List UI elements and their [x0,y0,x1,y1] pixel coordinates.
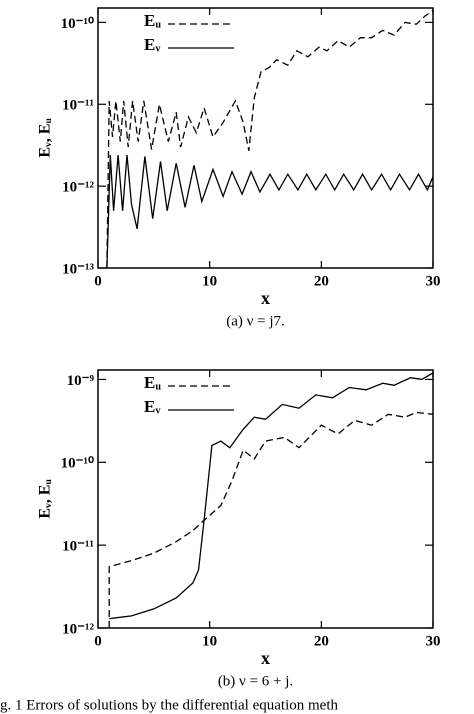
y-axis-label: Eᵥ, Eᵤ [37,479,54,519]
plot-frame [97,369,434,629]
x-tick-label: 0 [94,273,102,289]
x-axis-label: x [261,648,270,668]
data-line [109,372,434,620]
legend-label: Eᵥ [144,397,161,416]
data-line [108,411,434,628]
x-tick-label: 20 [314,273,329,289]
legend-label: Eᵤ [144,373,161,392]
data-line [106,154,434,269]
figure-caption: g. 1 Errors of solutions by the differen… [0,697,338,713]
y-tick-label: 10⁻¹³ [62,261,94,277]
legend-label: Eᵤ [144,11,161,30]
x-tick-label: 0 [94,633,102,649]
legend-label: Eᵥ [144,35,161,54]
x-tick-label: 30 [426,273,441,289]
y-tick-label: 10⁻¹¹ [62,98,94,114]
x-tick-label: 20 [314,633,329,649]
x-tick-label: 10 [202,633,217,649]
caption: (b) ν = 6 + j. [218,673,293,689]
x-tick-label: 10 [202,273,217,289]
y-axis-label: Eᵥ, Eᵤ [37,118,54,158]
data-line [106,9,434,269]
y-tick-label: 10⁻¹¹ [62,539,94,555]
x-axis-label: x [261,288,270,308]
caption: (a) ν = j7. [226,313,285,329]
y-tick-label: 10⁻⁹ [67,373,95,389]
y-tick-label: 10⁻¹² [62,621,94,637]
y-tick-label: 10⁻¹² [62,180,94,196]
y-tick-label: 10⁻¹⁰ [61,16,94,32]
y-tick-label: 10⁻¹⁰ [61,456,94,472]
x-tick-label: 30 [426,633,441,649]
plot-frame [97,7,434,269]
